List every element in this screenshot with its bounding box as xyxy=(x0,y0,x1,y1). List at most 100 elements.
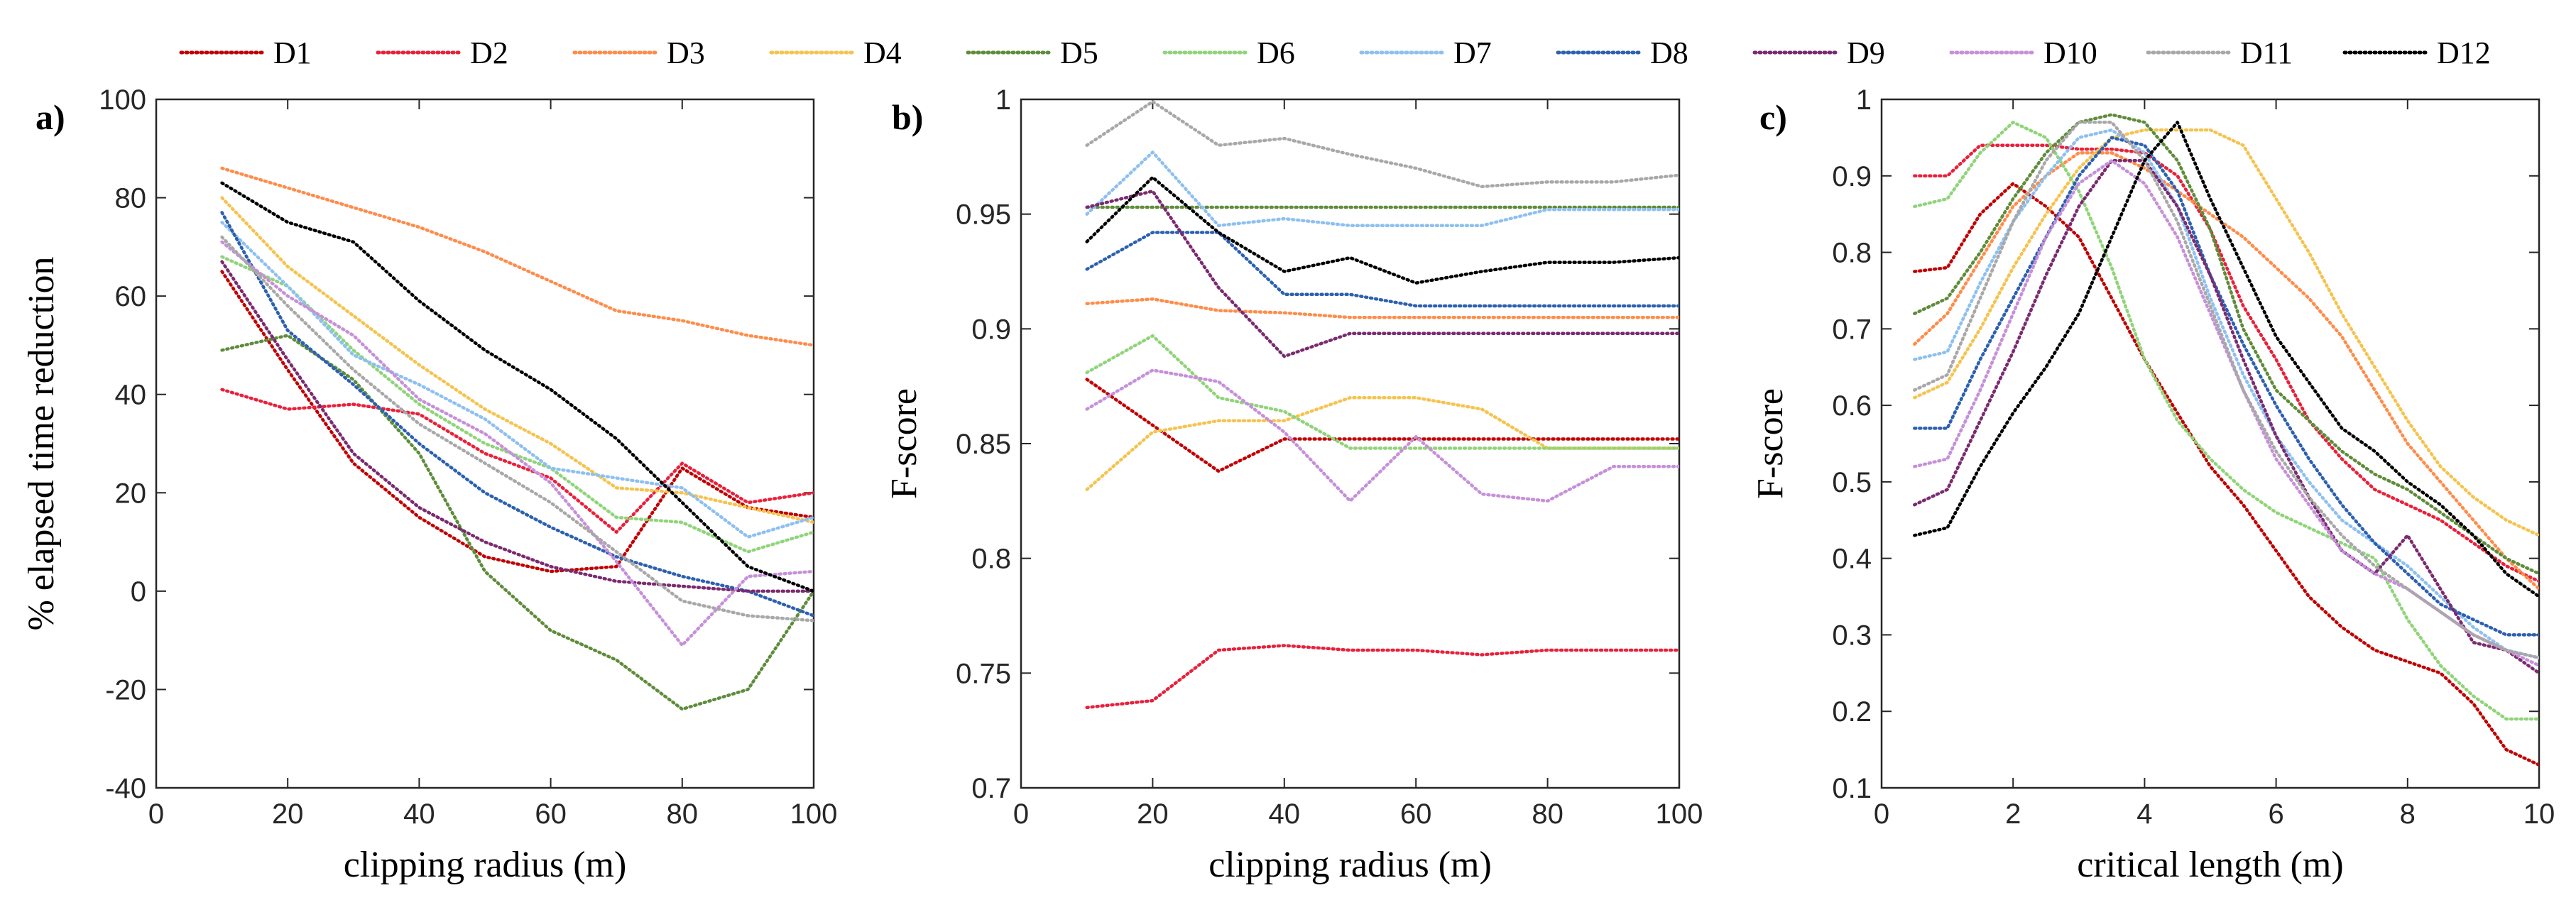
series-group xyxy=(220,166,814,711)
legend: D1 D2 D3 D4 D5 D6 D7 D8 D9 D10 D11 D12 xyxy=(179,35,2491,70)
legend-label: D5 xyxy=(1060,35,1098,70)
x-tick-label: 20 xyxy=(1137,798,1169,830)
series-line-d3 xyxy=(1913,151,2539,591)
series-line-d5 xyxy=(1913,113,2539,576)
x-tick-label: 10 xyxy=(2523,798,2555,830)
series-line-d11 xyxy=(220,235,814,622)
series-line-d9 xyxy=(1913,158,2539,675)
legend-entry-d5: D5 xyxy=(966,35,1098,70)
y-tick-label: -20 xyxy=(105,674,146,706)
legend-label: D9 xyxy=(1847,35,1885,70)
y-tick-label: -40 xyxy=(105,773,146,804)
y-axis-title: F-score xyxy=(884,388,924,499)
y-tick-label: 0.95 xyxy=(956,199,1011,231)
series-line-d6 xyxy=(1085,334,1679,450)
series-line-d3 xyxy=(1085,297,1679,319)
y-tick-label: 1 xyxy=(1856,84,1872,116)
x-tick-label: 0 xyxy=(1013,798,1029,830)
legend-label: D11 xyxy=(2240,35,2293,70)
plot-area xyxy=(155,98,815,789)
legend-label: D4 xyxy=(863,35,902,70)
x-tick-label: 8 xyxy=(2400,798,2416,830)
legend-entry-d1: D1 xyxy=(179,35,312,70)
series-line-d2 xyxy=(1085,644,1679,710)
y-tick-label: 0.9 xyxy=(971,314,1011,345)
panel-b: 0 20 40 60 80 100 0.7 0.75 0.8 0.85 0.9 0.95 1 clippi… xyxy=(884,84,1703,885)
series-line-d1 xyxy=(220,270,814,573)
y-tick-label: 0.1 xyxy=(1832,773,1872,804)
legend-entry-d10: D10 xyxy=(1949,35,2097,70)
legend-entry-d8: D8 xyxy=(1556,35,1688,70)
x-tick-label: 80 xyxy=(667,798,699,830)
y-axis-title: % elapsed time reduction xyxy=(21,256,62,630)
legend-label: D6 xyxy=(1257,35,1295,70)
y-tick-label: 0.8 xyxy=(1832,238,1872,269)
panel-tag: a) xyxy=(36,97,65,137)
y-tick-label: 0.7 xyxy=(971,773,1011,804)
y-tick-label: 0.6 xyxy=(1832,390,1872,422)
series-line-d7 xyxy=(1913,128,2539,660)
series-line-d11 xyxy=(1085,99,1679,189)
series-line-d8 xyxy=(1913,136,2539,637)
plot-area xyxy=(1880,98,2540,789)
series-line-d6 xyxy=(220,255,814,554)
x-tick-label: 60 xyxy=(1400,798,1432,830)
series-line-d5 xyxy=(220,334,814,711)
series-line-d12 xyxy=(1085,175,1679,285)
x-axis-title: clipping radius (m) xyxy=(1208,845,1492,885)
x-tick-label: 100 xyxy=(790,798,838,830)
panel-tag: c) xyxy=(1759,97,1787,137)
legend-entry-d7: D7 xyxy=(1359,35,1492,70)
series-line-d7 xyxy=(220,220,814,539)
y-tick-label: 20 xyxy=(115,478,147,509)
legend-entry-d6: D6 xyxy=(1162,35,1295,70)
x-axis-title: critical length (m) xyxy=(2077,845,2343,885)
y-tick-label: 0 xyxy=(131,576,146,608)
y-tick-label: 80 xyxy=(115,183,147,214)
legend-label: D10 xyxy=(2043,35,2097,70)
y-tick-label: 0.5 xyxy=(1832,467,1872,498)
series-line-d4 xyxy=(1085,396,1679,491)
x-tick-label: 60 xyxy=(535,798,567,830)
y-tick-label: 0.4 xyxy=(1832,544,1872,575)
legend-label: D1 xyxy=(273,35,312,70)
series-line-d8 xyxy=(220,211,814,618)
legend-entry-d3: D3 xyxy=(572,35,705,70)
y-tick-label: 0.9 xyxy=(1832,161,1872,192)
x-tick-label: 0 xyxy=(1874,798,1889,830)
series-line-d1 xyxy=(1913,182,2539,767)
x-tick-label: 4 xyxy=(2136,798,2152,830)
series-line-d6 xyxy=(1913,121,2539,721)
series-line-d9 xyxy=(1085,190,1679,358)
series-group xyxy=(1085,99,1679,710)
y-axis-title: F-score xyxy=(1750,388,1791,499)
y-tick-label: 40 xyxy=(115,380,147,411)
x-tick-label: 6 xyxy=(2268,798,2283,830)
x-tick-label: 80 xyxy=(1532,798,1563,830)
x-tick-label: 20 xyxy=(272,798,304,830)
series-line-d12 xyxy=(1913,121,2539,598)
legend-entry-d12: D12 xyxy=(2342,35,2491,70)
series-line-d4 xyxy=(1913,128,2539,537)
series-line-d11 xyxy=(1913,121,2539,660)
series-line-d12 xyxy=(220,181,814,593)
x-axis-title: clipping radius (m) xyxy=(344,845,627,885)
y-tick-label: 0.8 xyxy=(971,544,1011,575)
series-line-d10 xyxy=(1085,368,1679,503)
legend-label: D7 xyxy=(1453,35,1492,70)
y-tick-label: 1 xyxy=(995,84,1011,116)
series-line-d1 xyxy=(1085,378,1679,473)
legend-entry-d4: D4 xyxy=(769,35,902,70)
series-line-d7 xyxy=(1085,150,1679,228)
panel-tag: b) xyxy=(892,97,923,137)
x-tick-label: 0 xyxy=(148,798,164,830)
legend-label: D12 xyxy=(2437,35,2491,70)
series-line-d3 xyxy=(220,166,814,347)
legend-label: D3 xyxy=(667,35,705,70)
y-tick-label: 0.3 xyxy=(1832,620,1872,651)
legend-entry-d11: D11 xyxy=(2146,35,2293,70)
y-tick-label: 0.75 xyxy=(956,658,1011,689)
legend-entry-d2: D2 xyxy=(376,35,508,70)
x-tick-label: 100 xyxy=(1656,798,1703,830)
